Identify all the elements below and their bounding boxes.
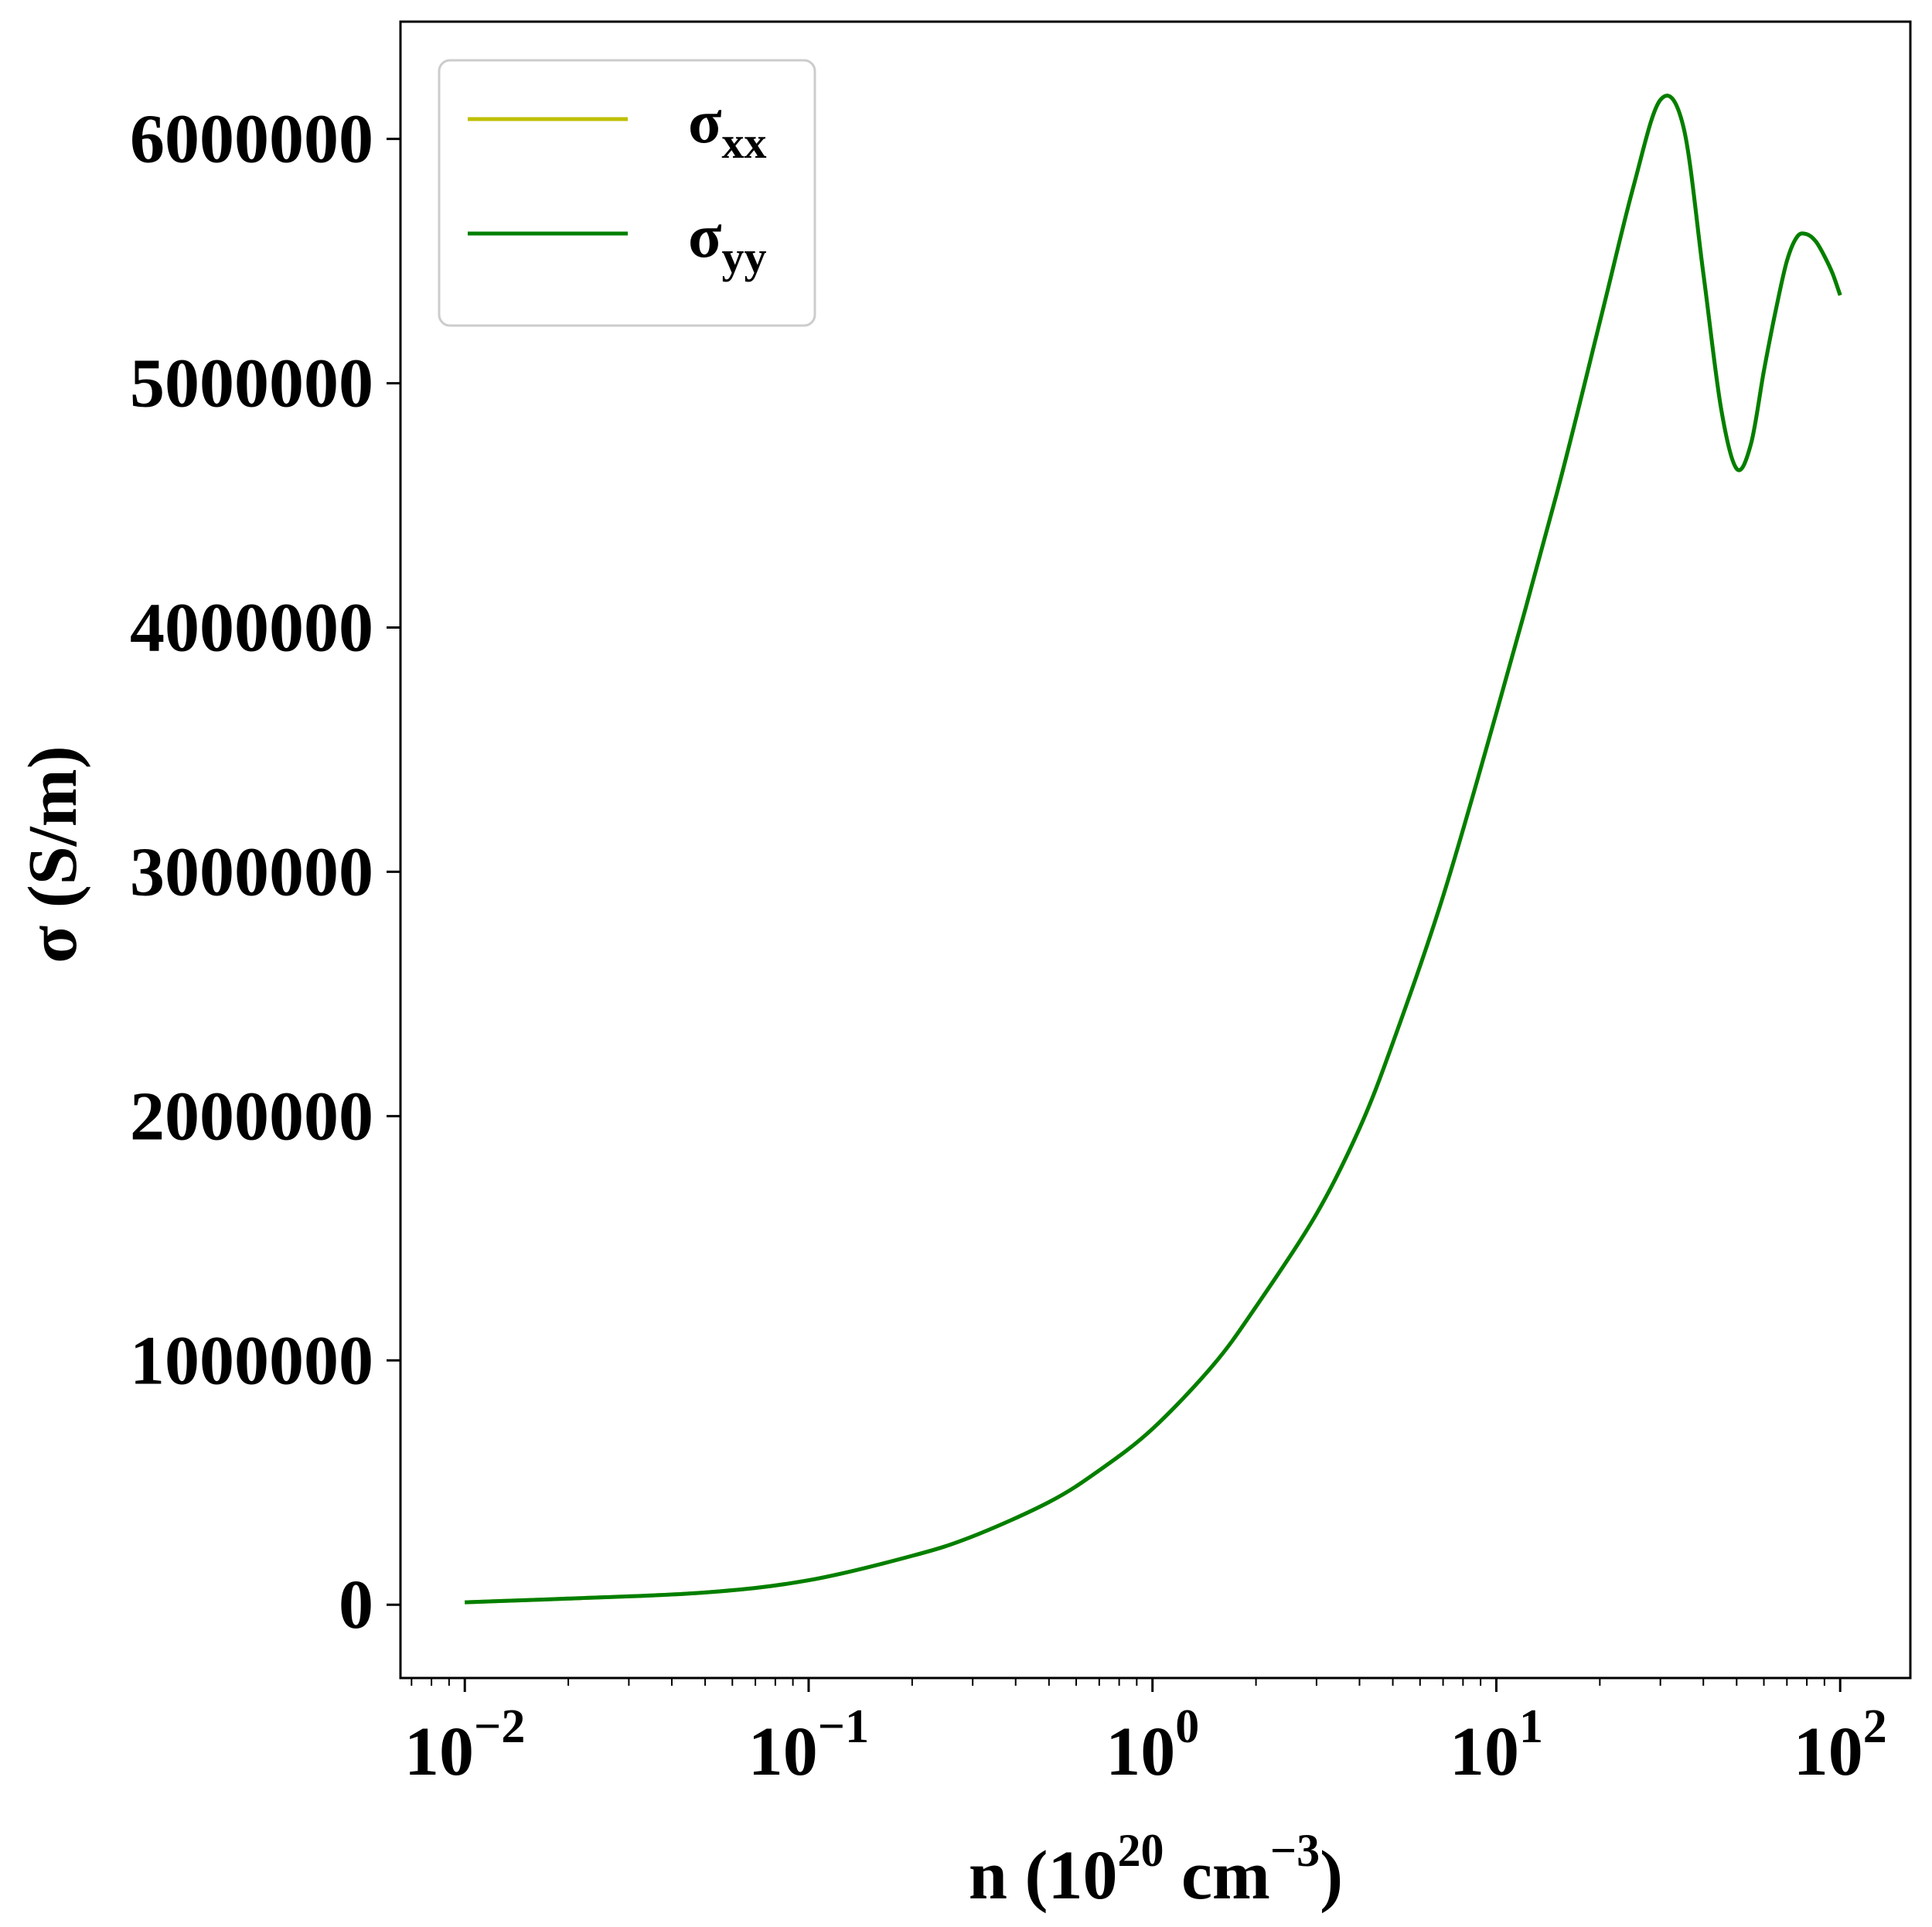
- x-axis-title-exponent-2: −3: [1270, 1825, 1320, 1876]
- legend-box: [438, 59, 816, 327]
- x-axis-title: n (1020 cm−3): [969, 1825, 1343, 1914]
- y-axis-title: σ (S/m): [15, 745, 91, 963]
- y-tick-label: 6000000: [130, 101, 373, 178]
- legend-label-sigma-yy: σyy: [688, 203, 767, 282]
- legend-label-sigma-yy-main: σ: [688, 203, 722, 271]
- x-tick-label: 10−1: [748, 1700, 869, 1790]
- y-tick-label: 1000000: [130, 1322, 373, 1399]
- legend-label-sigma-yy-sub: yy: [722, 232, 767, 282]
- x-tick-label: 10−2: [404, 1700, 525, 1790]
- x-axis-title-exponent-1: 20: [1117, 1825, 1164, 1876]
- series-line-yy: [465, 94, 1842, 1605]
- x-axis-title-end: ): [1320, 1837, 1343, 1914]
- legend-label-sigma-xx: σxx: [688, 88, 767, 168]
- legend-label-sigma-xx-sub: xx: [722, 118, 767, 168]
- y-tick-label: 3000000: [130, 834, 373, 910]
- legend: σxx σyy: [438, 59, 816, 327]
- x-axis: 10−2 10−1 100 101 102: [404, 1678, 1887, 1790]
- y-axis: 0 1000000 2000000 3000000 4000000 5000000 6000…: [130, 101, 400, 1643]
- y-tick-label: 4000000: [130, 590, 373, 667]
- series-layer: [465, 94, 1842, 1605]
- y-tick-label: 5000000: [130, 346, 373, 422]
- x-tick-label: 101: [1450, 1700, 1543, 1790]
- x-axis-title-base: n (10: [969, 1837, 1118, 1914]
- legend-label-sigma-xx-main: σ: [688, 88, 722, 156]
- y-tick-label: 2000000: [130, 1078, 373, 1154]
- x-axis-title-unit: cm: [1164, 1837, 1269, 1914]
- plot-frame: [399, 20, 1912, 1680]
- x-tick-label: 102: [1794, 1700, 1887, 1790]
- x-tick-label: 100: [1106, 1700, 1199, 1790]
- y-tick-label: 0: [339, 1567, 373, 1643]
